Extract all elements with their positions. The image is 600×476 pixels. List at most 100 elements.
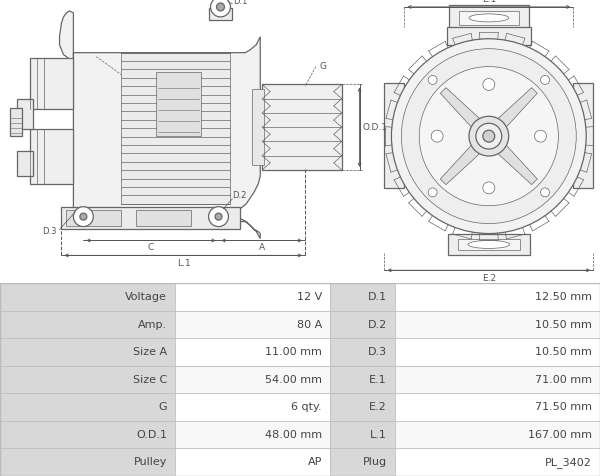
- Bar: [29, 129, 73, 184]
- Text: 11.00 mm: 11.00 mm: [265, 347, 322, 357]
- Circle shape: [541, 76, 550, 84]
- Bar: [0, 283, 175, 311]
- Text: Plug: Plug: [363, 457, 387, 467]
- Text: Size A: Size A: [133, 347, 167, 357]
- Bar: [0, 393, 175, 421]
- Text: E.2: E.2: [482, 274, 496, 283]
- Text: D.2: D.2: [232, 191, 247, 200]
- Bar: [395, 366, 600, 393]
- Bar: [330, 283, 395, 311]
- Bar: [175, 366, 330, 393]
- Text: 12 V: 12 V: [297, 292, 322, 302]
- Circle shape: [419, 67, 559, 206]
- Bar: [0, 366, 175, 393]
- Circle shape: [215, 213, 222, 220]
- Text: 12.50 mm: 12.50 mm: [535, 292, 592, 302]
- Text: E.1: E.1: [370, 375, 387, 385]
- Circle shape: [483, 182, 495, 194]
- Bar: [61, 207, 241, 228]
- Circle shape: [541, 188, 550, 197]
- Text: Size C: Size C: [133, 375, 167, 385]
- Bar: [121, 53, 230, 204]
- Text: 71.50 mm: 71.50 mm: [535, 402, 592, 412]
- Text: 167.00 mm: 167.00 mm: [528, 430, 592, 440]
- Text: Pulley: Pulley: [134, 457, 167, 467]
- Text: A: A: [259, 243, 265, 252]
- Bar: [10, 109, 22, 136]
- Circle shape: [401, 49, 576, 224]
- Bar: [330, 366, 395, 393]
- Text: PL_3402: PL_3402: [545, 457, 592, 468]
- Bar: [209, 8, 232, 20]
- Bar: [0, 421, 175, 448]
- Bar: [67, 210, 121, 226]
- Text: 80 A: 80 A: [297, 319, 322, 329]
- Circle shape: [469, 116, 509, 156]
- Bar: [17, 99, 32, 129]
- Bar: [212, 1, 229, 9]
- Text: D.3: D.3: [368, 347, 387, 357]
- Polygon shape: [59, 11, 260, 238]
- Bar: [175, 421, 330, 448]
- Bar: [447, 27, 530, 45]
- Polygon shape: [440, 88, 481, 128]
- Circle shape: [476, 123, 502, 149]
- Bar: [175, 338, 330, 366]
- Bar: [330, 338, 395, 366]
- Bar: [175, 448, 330, 476]
- Text: AP: AP: [308, 457, 322, 467]
- Circle shape: [483, 79, 495, 90]
- Circle shape: [431, 130, 443, 142]
- Bar: [262, 84, 342, 170]
- Bar: [330, 311, 395, 338]
- Text: 71.00 mm: 71.00 mm: [535, 375, 592, 385]
- Text: C: C: [148, 243, 154, 252]
- Ellipse shape: [469, 14, 509, 22]
- Circle shape: [217, 3, 224, 11]
- Bar: [330, 421, 395, 448]
- Bar: [136, 210, 191, 226]
- Text: 10.50 mm: 10.50 mm: [535, 347, 592, 357]
- Ellipse shape: [468, 240, 509, 248]
- Bar: [573, 83, 593, 188]
- Bar: [0, 338, 175, 366]
- Bar: [395, 338, 600, 366]
- Text: O.D.1: O.D.1: [136, 430, 167, 440]
- Text: Voltage: Voltage: [125, 292, 167, 302]
- Text: L.1: L.1: [177, 259, 191, 268]
- Polygon shape: [497, 145, 537, 185]
- Polygon shape: [497, 88, 537, 128]
- Text: 54.00 mm: 54.00 mm: [265, 375, 322, 385]
- Text: Amp.: Amp.: [138, 319, 167, 329]
- Bar: [395, 448, 600, 476]
- Text: G: G: [320, 62, 327, 71]
- Bar: [395, 283, 600, 311]
- Text: 48.00 mm: 48.00 mm: [265, 430, 322, 440]
- Text: 6 qty.: 6 qty.: [292, 402, 322, 412]
- Bar: [175, 283, 330, 311]
- Bar: [395, 393, 600, 421]
- Bar: [156, 71, 200, 136]
- Circle shape: [428, 188, 437, 197]
- Bar: [449, 5, 529, 30]
- Text: D.1: D.1: [368, 292, 387, 302]
- Bar: [0, 311, 175, 338]
- Text: E.2: E.2: [369, 402, 387, 412]
- Text: D.2: D.2: [368, 319, 387, 329]
- Bar: [330, 448, 395, 476]
- Bar: [330, 393, 395, 421]
- Circle shape: [80, 213, 87, 220]
- Bar: [395, 421, 600, 448]
- Bar: [448, 234, 530, 256]
- Text: E.1: E.1: [482, 0, 496, 4]
- Bar: [17, 151, 32, 176]
- Text: O.D.1: O.D.1: [362, 123, 388, 132]
- Polygon shape: [440, 145, 481, 185]
- Text: G: G: [158, 402, 167, 412]
- Bar: [458, 238, 520, 250]
- Bar: [385, 83, 404, 188]
- Circle shape: [483, 130, 495, 142]
- Circle shape: [428, 76, 437, 84]
- Bar: [175, 393, 330, 421]
- Circle shape: [73, 207, 93, 227]
